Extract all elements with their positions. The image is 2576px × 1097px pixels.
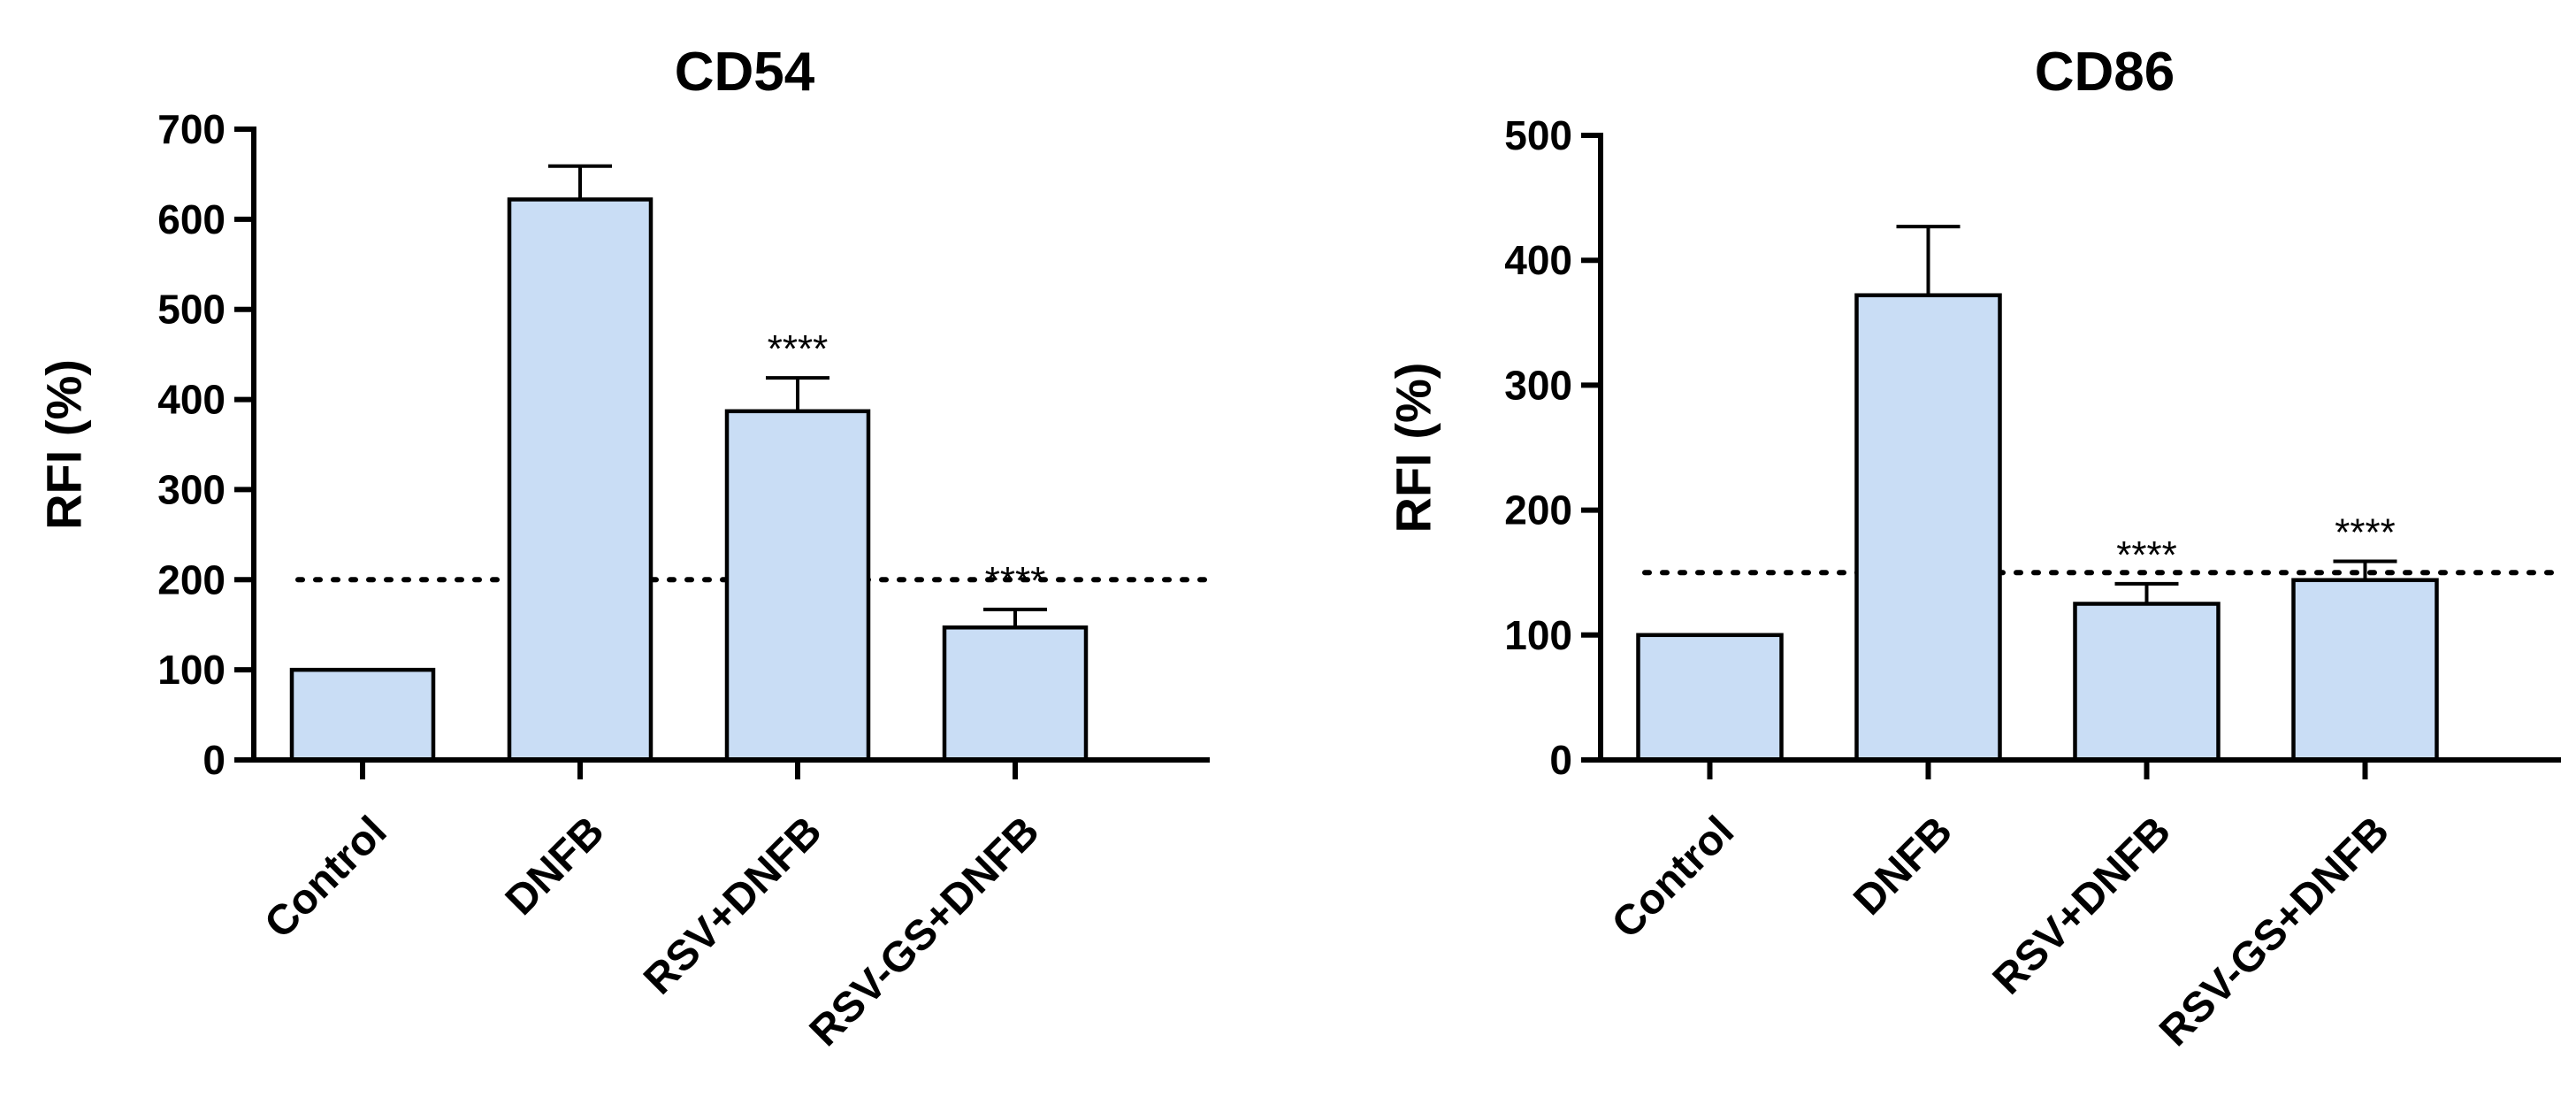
bar-control: [289, 667, 436, 763]
bar-dnfb: [1854, 293, 2002, 763]
significance-annotation: ****: [2116, 533, 2177, 577]
x-tick-label: Control: [256, 808, 395, 947]
chart-cd86: CD86 RFI (%) Control DNFB **** RSV+DNFB **** RS…: [1386, 42, 2564, 1055]
y-tick-label: 100: [157, 647, 225, 693]
x-tick-label: RSV-GS+DNFB: [801, 808, 1049, 1055]
bar-control: [1636, 633, 1784, 763]
chart-cd54: CD54 RFI (%) Control DNFB **** RSV+DNFB **** RS…: [36, 42, 1212, 1055]
x-tick-label: RSV+DNFB: [635, 808, 830, 1003]
significance-annotation: ****: [985, 559, 1046, 602]
x-tick-label: DNFB: [497, 808, 614, 924]
y-tick-label: 500: [157, 287, 225, 333]
y-tick-label: 200: [157, 556, 225, 602]
y-tick-label: 300: [1504, 362, 1572, 408]
y-tick-label: 0: [1549, 737, 1572, 783]
x-tick-label: DNFB: [1845, 808, 1961, 924]
chart-title: CD86: [2035, 42, 2175, 103]
y-tick-label: 700: [157, 106, 225, 152]
y-axis-label: RFI (%): [36, 359, 92, 530]
chart-title: CD54: [675, 42, 815, 103]
y-tick-label: 200: [1504, 487, 1572, 533]
significance-annotation: ****: [2335, 510, 2396, 554]
y-axis-label: RFI (%): [1386, 363, 1441, 533]
y-tick-label: 0: [203, 737, 225, 783]
bar-rsv-dnfb: [2073, 602, 2221, 763]
y-tick-label: 500: [1504, 112, 1572, 158]
bar-dnfb: [507, 197, 654, 763]
y-tick-label: 600: [157, 196, 225, 242]
x-tick-label: RSV+DNFB: [1984, 808, 2180, 1003]
y-tick-label: 400: [1504, 237, 1572, 283]
bar-rsv-gs-dnfb: [942, 625, 1089, 763]
y-tick-label: 100: [1504, 612, 1572, 658]
bar-rsv-gs-dnfb: [2291, 578, 2439, 763]
significance-annotation: ****: [768, 327, 829, 371]
x-tick-label: RSV-GS+DNFB: [2151, 808, 2398, 1055]
x-tick-label: Control: [1603, 808, 1743, 947]
y-tick-label: 300: [157, 466, 225, 512]
bar-rsv-dnfb: [724, 409, 871, 763]
y-tick-label: 400: [157, 377, 225, 423]
